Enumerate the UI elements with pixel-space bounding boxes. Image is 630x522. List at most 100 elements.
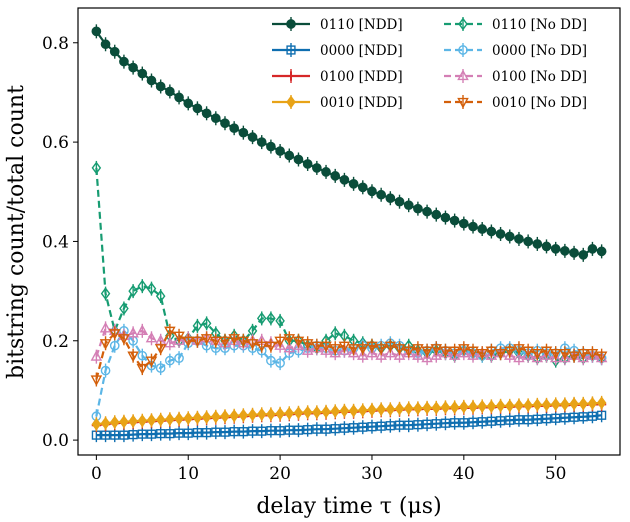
legend-entry: 0010 [NDD] (272, 95, 403, 111)
data-point (201, 410, 212, 424)
data-point (266, 141, 276, 152)
data-point (173, 334, 185, 345)
data-point (541, 241, 552, 252)
data-point (485, 349, 498, 360)
data-point (384, 346, 397, 358)
data-point (532, 398, 543, 412)
data-point (495, 399, 506, 413)
data-point (127, 351, 139, 363)
data-point (486, 416, 496, 426)
data-point (128, 430, 138, 440)
data-point (301, 339, 314, 350)
data-point (109, 46, 120, 57)
data-point (265, 341, 277, 353)
data-point (549, 351, 562, 363)
data-point (330, 404, 341, 418)
data-point (393, 349, 406, 360)
data-point (503, 349, 516, 360)
data-point (303, 425, 313, 435)
data-point (532, 239, 543, 249)
data-point (146, 282, 157, 296)
data-point (357, 182, 368, 193)
data-point (503, 346, 516, 358)
data-point (523, 398, 533, 412)
data-point (413, 401, 423, 415)
data-point (202, 428, 212, 438)
data-point (256, 137, 267, 147)
data-point (320, 341, 332, 353)
data-point (540, 346, 553, 358)
data-point (173, 331, 185, 343)
data-point (255, 341, 268, 353)
data-point (440, 212, 451, 223)
data-point (301, 344, 314, 355)
data-point (486, 226, 497, 237)
data-point (210, 113, 221, 124)
data-point (220, 427, 230, 437)
data-point (522, 349, 534, 360)
data-point (192, 319, 203, 333)
data-point (284, 425, 294, 435)
data-point (229, 409, 239, 423)
data-point (99, 339, 112, 350)
data-point (514, 398, 524, 412)
data-point (174, 428, 184, 438)
data-point (486, 399, 497, 413)
data-point (376, 402, 386, 416)
data-point (109, 340, 120, 351)
data-point (128, 62, 138, 73)
data-point (357, 403, 368, 417)
legend-marker (458, 17, 468, 31)
data-point (403, 200, 414, 211)
data-point (256, 311, 267, 325)
data-point (220, 118, 230, 129)
data-point (200, 334, 213, 345)
legend-label: 0110 [NDD] (320, 17, 403, 33)
data-point (477, 224, 488, 234)
data-point (137, 414, 148, 428)
data-point (137, 350, 148, 361)
data-point (275, 146, 285, 156)
legend-marker (458, 45, 468, 55)
data-point (275, 407, 285, 421)
data-point (155, 81, 166, 92)
data-point (246, 339, 259, 350)
data-point (513, 351, 525, 363)
data-point (358, 422, 368, 432)
legend-label: 0110 [No DD] (492, 17, 587, 33)
data-point (183, 411, 194, 425)
y-tick-label: 0.4 (42, 232, 69, 252)
data-point (385, 402, 396, 416)
data-point (90, 375, 103, 387)
data-point (219, 336, 231, 348)
x-tick-label: 0 (91, 464, 102, 484)
data-point (191, 336, 204, 348)
data-point (100, 39, 111, 50)
data-point (266, 407, 276, 421)
data-point (146, 75, 157, 86)
y-tick-label: 0.0 (42, 431, 69, 451)
data-point (449, 400, 460, 414)
data-point (118, 334, 130, 345)
data-point (228, 334, 240, 345)
legend-label: 0100 [No DD] (492, 69, 587, 85)
data-point (100, 365, 111, 376)
data-point (541, 398, 552, 412)
legend-marker (286, 95, 296, 109)
data-point (137, 429, 147, 439)
data-point (284, 406, 295, 420)
data-point (146, 413, 157, 427)
data-point (238, 127, 249, 138)
legend-entry: 0100 [No DD] (444, 69, 587, 85)
data-point (430, 349, 443, 360)
data-point (366, 341, 378, 353)
data-point (165, 86, 175, 97)
data-point (293, 154, 304, 165)
data-point (174, 92, 184, 103)
data-point (449, 215, 460, 226)
data-point (266, 355, 276, 366)
data-point (476, 349, 488, 360)
plot-frame (77, 7, 621, 456)
data-point (182, 336, 195, 348)
